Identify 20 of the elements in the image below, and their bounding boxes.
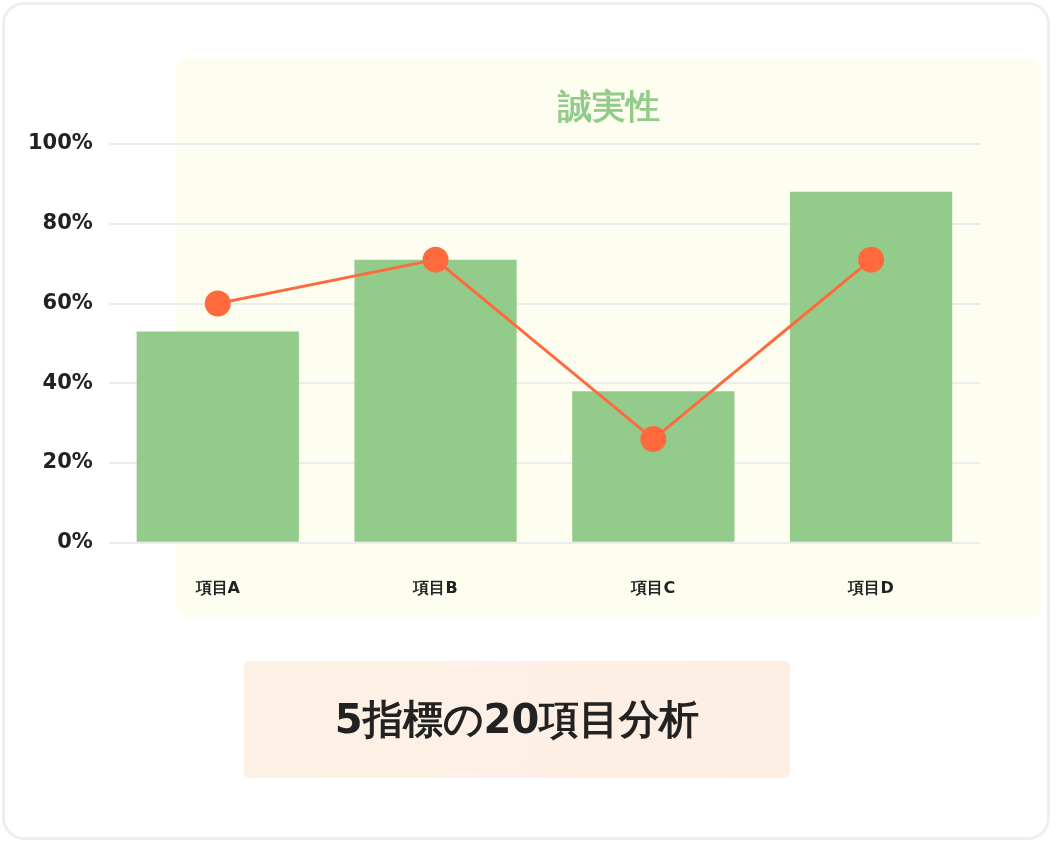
point xyxy=(422,246,449,273)
bar xyxy=(789,191,953,542)
point xyxy=(640,426,667,453)
bar xyxy=(354,259,517,542)
y-tick-label: 60% xyxy=(42,289,93,314)
x-tick-label: 項目D xyxy=(847,577,894,597)
y-tick-label: 0% xyxy=(57,529,93,554)
point xyxy=(204,290,231,317)
chart-title: 誠実性 xyxy=(556,85,661,128)
bar xyxy=(572,391,735,542)
y-tick-label: 20% xyxy=(42,449,93,474)
y-tick-label: 40% xyxy=(42,369,93,394)
x-tick-label: 項目B xyxy=(412,577,458,597)
y-tick-label: 100% xyxy=(27,130,93,155)
x-tick-label: 項目A xyxy=(194,577,241,597)
y-tick-label: 80% xyxy=(42,210,93,235)
point xyxy=(858,246,885,273)
bar xyxy=(136,331,299,542)
text: 5指標の20項目分析 xyxy=(244,661,790,778)
x-tick-label: 項目C xyxy=(630,577,676,597)
